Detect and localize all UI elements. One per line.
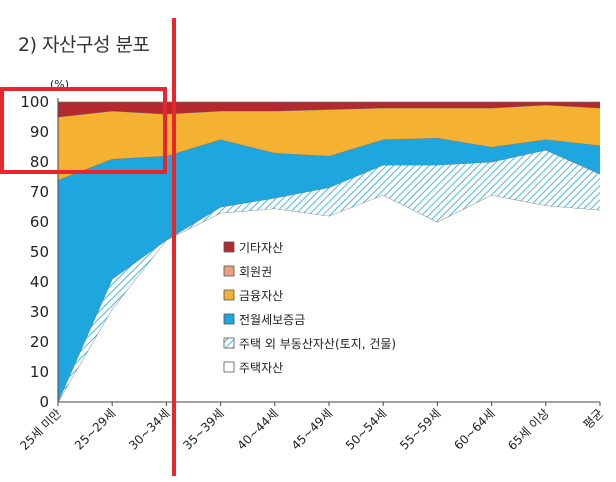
legend-swatch (223, 241, 235, 253)
y-tick-label: 40 (30, 273, 49, 291)
legend-label: 주택자산 (239, 361, 283, 375)
legend-label: 전월세보증금 (239, 313, 305, 327)
x-tick-label: 40~44세 (235, 406, 281, 452)
x-tick-label: 25세 미만 (17, 406, 64, 453)
y-tick-label: 70 (30, 183, 49, 201)
x-tick-label: 25~29세 (72, 406, 118, 452)
y-tick-label: 90 (30, 123, 49, 141)
y-tick-label: 20 (30, 333, 49, 351)
legend-swatch (223, 289, 235, 301)
annotations (0, 18, 176, 476)
x-tick-label: 55~59세 (397, 406, 443, 452)
area-series-0 (58, 195, 600, 402)
y-tick-label: 60 (30, 213, 49, 231)
area-series-5 (58, 102, 600, 117)
legend-label: 주택 외 부동산자산(토지, 건물) (239, 337, 396, 351)
y-tick-label: 30 (30, 303, 49, 321)
legend-label: 금융자산 (239, 289, 283, 303)
x-tick-label: 60~64세 (451, 406, 497, 452)
y-tick-label: 0 (39, 393, 49, 411)
x-tick-label: 평균 (581, 406, 607, 432)
y-tick-label: 10 (30, 363, 49, 381)
area-series-1 (58, 150, 600, 402)
y-tick-label: 80 (30, 153, 49, 171)
area-layer (57, 101, 601, 403)
chart-title: 2) 자산구성 분포 (18, 34, 150, 56)
area-series-3 (58, 105, 600, 180)
legend-swatch (223, 361, 235, 373)
x-tick-label: 30~34세 (126, 406, 172, 452)
legend-label: 기타자산 (239, 241, 283, 255)
x-tick-label: 45~49세 (289, 406, 335, 452)
y-tick-label: 100 (20, 93, 49, 111)
legend-swatch (223, 337, 235, 349)
x-tick-label: 50~54세 (343, 406, 389, 452)
area-series-2 (58, 138, 600, 402)
legend-swatch (223, 265, 235, 277)
x-tick-label: 35~39세 (180, 406, 226, 452)
y-tick-label: 50 (30, 243, 49, 261)
x-tick-label: 65세 이상 (505, 406, 552, 453)
legend-swatch (223, 313, 235, 325)
legend-label: 회원권 (239, 265, 272, 279)
highlight-box (0, 87, 167, 174)
